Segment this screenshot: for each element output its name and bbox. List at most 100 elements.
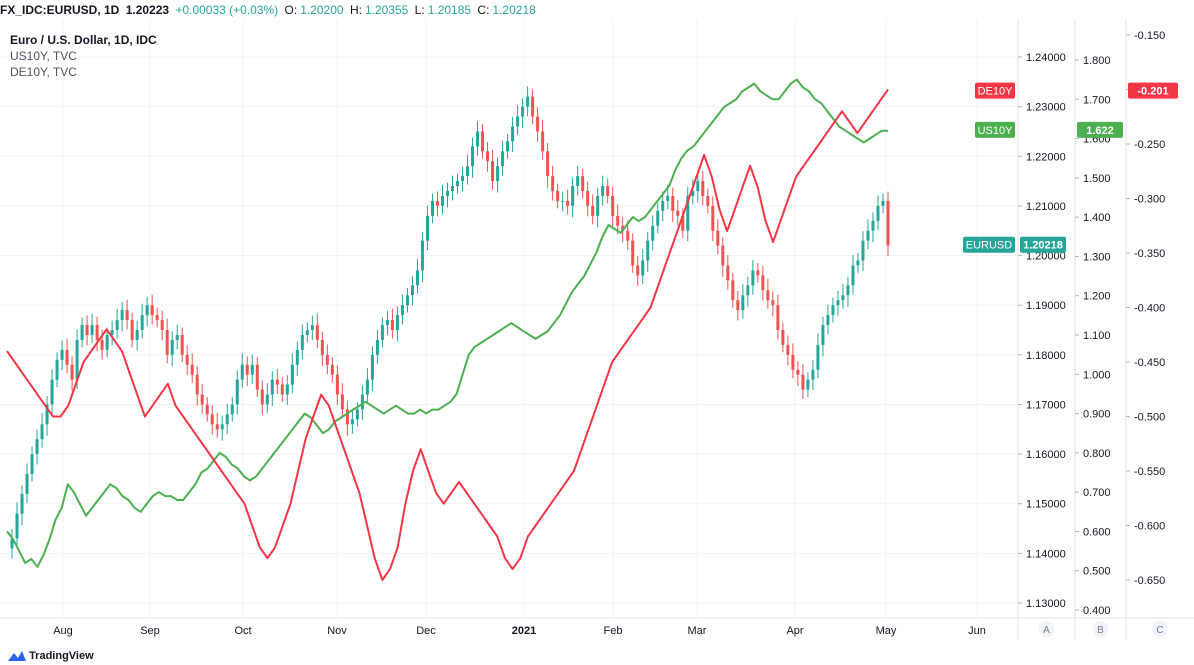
symbol-header: FX_IDC:EURUSD, 1D 1.20223 +0.00033 (+0.0… xyxy=(0,0,1194,20)
candle-body xyxy=(626,230,630,241)
candle-body xyxy=(10,538,14,549)
badge-eurusd-label: EURUSD xyxy=(966,240,1013,252)
candle-body xyxy=(285,384,289,395)
candle-body xyxy=(350,419,354,425)
candle-body xyxy=(290,364,294,385)
axis-tick-label: 1.21000 xyxy=(1026,201,1066,213)
candle-body xyxy=(751,270,755,286)
candle-body xyxy=(716,230,720,246)
candle-body xyxy=(165,330,169,355)
candle-body xyxy=(345,409,349,425)
candle-body xyxy=(435,200,439,206)
candle-body xyxy=(736,300,740,311)
candle-body xyxy=(155,315,159,321)
candle-body xyxy=(235,379,239,405)
candle-body xyxy=(125,310,129,321)
badge-eurusd-value: 1.20218 xyxy=(1023,240,1063,252)
candle-body xyxy=(260,389,264,405)
candle-body xyxy=(616,215,620,226)
x-tick-label: 2021 xyxy=(512,625,536,637)
candle-body xyxy=(320,339,324,355)
candle-body xyxy=(315,325,319,340)
axis-tick-label: -0.600 xyxy=(1134,521,1165,533)
axis-tick-label: -0.550 xyxy=(1134,466,1165,478)
badge-us10y-name xyxy=(975,121,1015,138)
axis-tick-label: -0.500 xyxy=(1134,412,1165,424)
x-tick-label: Mar xyxy=(688,625,707,637)
candle-body xyxy=(305,330,309,335)
candle-body xyxy=(446,191,449,196)
candle-body xyxy=(35,439,39,455)
candle-body xyxy=(596,195,600,216)
chart-legend: Euro / U.S. Dollar, 1D, IDC US10Y, TVC D… xyxy=(10,32,157,80)
candle-body xyxy=(466,166,470,177)
candle-body xyxy=(115,320,119,330)
candle-body xyxy=(491,161,495,182)
candle-body xyxy=(496,166,500,182)
candle-body xyxy=(581,176,585,192)
candle-body xyxy=(761,275,765,291)
open-value: 1.20200 xyxy=(300,3,344,17)
candle-body xyxy=(461,176,465,182)
candle-body xyxy=(511,126,515,142)
open-label: O: xyxy=(284,3,298,17)
candle-body xyxy=(220,424,224,430)
candle-body xyxy=(801,374,805,390)
candle-body xyxy=(185,354,189,365)
brand-name[interactable]: TradingView xyxy=(29,650,94,662)
axis-tick-label: -0.650 xyxy=(1134,575,1165,587)
scale-label-bg xyxy=(1092,621,1109,637)
candle-body xyxy=(826,315,830,326)
candle-body xyxy=(225,414,229,425)
candle-body xyxy=(390,320,394,330)
candle-body xyxy=(656,210,660,226)
axis-tick-label: -0.350 xyxy=(1134,248,1165,260)
candle-body xyxy=(601,186,605,196)
candle-body xyxy=(791,354,795,370)
candle-body xyxy=(15,513,19,539)
candle-body xyxy=(395,315,399,330)
axis-tick-label: 0.700 xyxy=(1083,487,1111,499)
candle-body xyxy=(240,364,244,380)
axis-tick-label: -0.300 xyxy=(1134,194,1165,206)
close-label: C: xyxy=(477,3,490,17)
candle-body xyxy=(60,349,64,360)
badge-us10y-value-bg xyxy=(1077,121,1123,138)
x-tick-label: Jun xyxy=(968,625,986,637)
badge-eurusd-value-bg xyxy=(1020,236,1066,253)
candle-body xyxy=(365,379,369,395)
candle-body xyxy=(85,325,89,335)
candle-body xyxy=(681,215,685,231)
axis-tick-label: 0.600 xyxy=(1083,526,1111,538)
legend-de10y[interactable]: DE10Y, TVC xyxy=(10,65,77,79)
badge-de10y-value: -0.201 xyxy=(1137,86,1168,98)
badge-us10y-value: 1.622 xyxy=(1086,125,1114,137)
axis-tick-label: 1.17000 xyxy=(1026,399,1066,411)
axis-tick-label: 1.24000 xyxy=(1026,52,1066,64)
axis-tick-label: 0.500 xyxy=(1083,566,1111,578)
legend-us10y[interactable]: US10Y, TVC xyxy=(10,49,77,63)
legend-main-series[interactable]: Euro / U.S. Dollar, 1D, IDC xyxy=(10,33,157,47)
candle-body xyxy=(726,265,730,281)
axis-tick-label: 0.800 xyxy=(1083,448,1111,460)
badge-us10y-label: US10Y xyxy=(978,125,1014,137)
candle-body xyxy=(130,320,134,340)
candle-body xyxy=(380,325,384,340)
candle-body xyxy=(310,325,314,330)
axis-tick-label: 1.23000 xyxy=(1026,102,1066,114)
candle-body xyxy=(160,320,164,330)
candle-body xyxy=(641,260,645,276)
price-chart[interactable]: 1.24000 1.23000 1.22000 1.21000 1.20000 1.190… xyxy=(0,0,1194,650)
scale-label-B: B xyxy=(1097,625,1104,636)
candle-body xyxy=(230,404,234,415)
candle-body xyxy=(330,364,334,375)
candle-body xyxy=(385,320,389,326)
candle-body xyxy=(255,364,259,390)
candle-body xyxy=(646,240,650,261)
candle-body xyxy=(541,131,545,152)
axis-tick-label: -0.250 xyxy=(1134,139,1165,151)
badge-eurusd-name xyxy=(963,236,1015,253)
us10y-line xyxy=(6,78,888,568)
symbol-name[interactable]: FX_IDC:EURUSD, 1D xyxy=(0,3,120,17)
candle-body xyxy=(566,200,570,206)
